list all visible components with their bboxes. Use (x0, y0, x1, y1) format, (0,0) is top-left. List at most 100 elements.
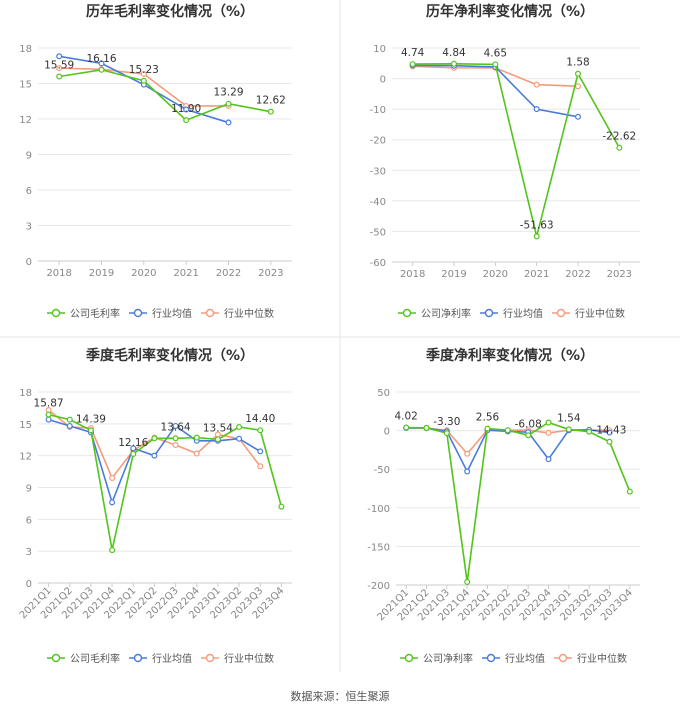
data-point-industry_median (140, 71, 147, 78)
chart-annual-net-margin: 历年净利率变化情况（%） -60 -50 -40 -30 -20 -10 0 10 2018 201… (370, 3, 640, 320)
data-label: -22.62 (602, 131, 636, 143)
y-tick-label: -100 (367, 504, 390, 515)
y-tick-label: 9 (26, 151, 32, 162)
data-label: 15.59 (44, 60, 74, 72)
data-point-industry_avg (236, 435, 243, 442)
data-point-company (403, 424, 410, 431)
data-point-company (574, 70, 581, 77)
data-label: 13.29 (213, 87, 243, 99)
data-label: 4.65 (484, 47, 507, 59)
data-point-industry_median (574, 83, 581, 90)
x-tick-label: 2018 (400, 269, 425, 280)
data-point-company (257, 427, 264, 434)
x-tick-label: 2019 (89, 268, 114, 279)
x-tick-label: 2021 (173, 268, 198, 279)
legend-marker-industry_median (556, 308, 566, 318)
y-tick-label: -50 (370, 227, 386, 238)
legend-marker-company (51, 308, 61, 318)
data-point-company (616, 144, 623, 151)
data-label: 14.39 (76, 413, 106, 425)
data-label: 13.54 (203, 422, 233, 434)
data-point-company (151, 435, 158, 442)
y-tick-label: -30 (370, 166, 386, 177)
data-label: 4.84 (442, 47, 466, 59)
data-point-industry_avg (45, 416, 52, 423)
data-point-company (140, 77, 147, 84)
y-tick-label: 18 (19, 44, 32, 55)
data-point-industry_avg (183, 106, 190, 113)
data-point-company (409, 61, 416, 68)
data-label: 13.64 (161, 421, 191, 433)
x-tick-label: 2022 (216, 268, 241, 279)
data-label: 15.23 (129, 64, 159, 76)
data-point-company (183, 117, 190, 124)
legend-label-company: 公司毛利率 (70, 307, 120, 320)
data-label: 2.56 (476, 412, 500, 424)
data-label: -14.43 (593, 425, 627, 437)
y-tick-label: 9 (26, 484, 32, 495)
y-tick-label: 0 (380, 75, 386, 86)
legend-marker-industry_median (205, 653, 215, 663)
legend-label-industry_median: 行业中位数 (224, 307, 274, 320)
data-label: 16.16 (86, 53, 116, 65)
legend-marker-industry_avg (133, 653, 143, 663)
data-point-industry_avg (56, 53, 63, 60)
data-point-industry_median (533, 81, 540, 88)
legend-marker-industry_median (558, 653, 568, 663)
series-line-company (406, 421, 631, 583)
data-point-company (484, 425, 491, 432)
data-label: 15.87 (34, 398, 64, 410)
data-point-company (606, 438, 613, 445)
data-point-industry_avg (172, 422, 179, 429)
data-point-industry_avg (66, 422, 73, 429)
legend-label-industry_avg: 行业均值 (152, 652, 192, 665)
legend-label-company: 公司毛利率 (70, 652, 120, 665)
data-point-industry_avg (151, 452, 158, 459)
y-tick-label: 12 (19, 115, 32, 126)
chart-title: 历年毛利率变化情况（%） (86, 3, 254, 20)
data-label: 4.74 (401, 47, 425, 59)
data-point-company (236, 424, 243, 431)
data-label: 4.02 (394, 410, 417, 422)
data-point-company (443, 430, 450, 437)
x-tick-label: 2021 (524, 269, 549, 280)
series-line-company (48, 413, 283, 551)
data-point-company (451, 60, 458, 67)
y-tick-label: 6 (26, 515, 32, 526)
data-point-company (225, 100, 232, 107)
chart-annual-gross-margin: 历年毛利率变化情况（%） 0 3 6 9 12 15 18 2018 2019 2020 2021 20… (19, 3, 292, 320)
legend-marker-industry_median (205, 308, 215, 318)
data-point-industry_avg (257, 448, 264, 455)
data-point-industry_avg (606, 429, 613, 436)
data-label: 12.16 (118, 437, 148, 449)
x-tick-label: 2020 (131, 268, 156, 279)
x-tick-label: 2019 (441, 269, 466, 280)
chart-title: 历年净利率变化情况（%） (426, 3, 594, 20)
data-label: -6.08 (515, 418, 542, 430)
x-tick-label: 2022 (565, 269, 590, 280)
y-tick-label: 0 (26, 257, 32, 268)
legend-label-industry_median: 行业中位数 (577, 652, 627, 665)
legend-label-company: 公司净利率 (421, 307, 471, 320)
data-label: 12.62 (256, 95, 286, 107)
legend-label-industry_avg: 行业均值 (503, 307, 543, 320)
data-label: -51.63 (520, 219, 554, 231)
data-point-industry_avg (464, 468, 471, 475)
y-tick-label: 3 (26, 222, 32, 233)
series-line-industry_avg (406, 427, 610, 474)
data-point-industry_median (257, 463, 264, 470)
data-point-company (193, 434, 200, 441)
data-point-company (464, 578, 471, 585)
data-point-company (56, 73, 63, 80)
legend-marker-industry_avg (133, 308, 143, 318)
y-tick-label: 50 (377, 388, 390, 399)
data-point-industry_median (109, 474, 116, 481)
data-point-company (586, 428, 593, 435)
data-point-company (66, 416, 73, 423)
data-label: 1.54 (557, 412, 581, 424)
legend-marker-industry_avg (486, 653, 496, 663)
data-point-industry_avg (545, 456, 552, 463)
y-tick-label: -150 (367, 542, 390, 553)
legend-marker-company (404, 653, 414, 663)
